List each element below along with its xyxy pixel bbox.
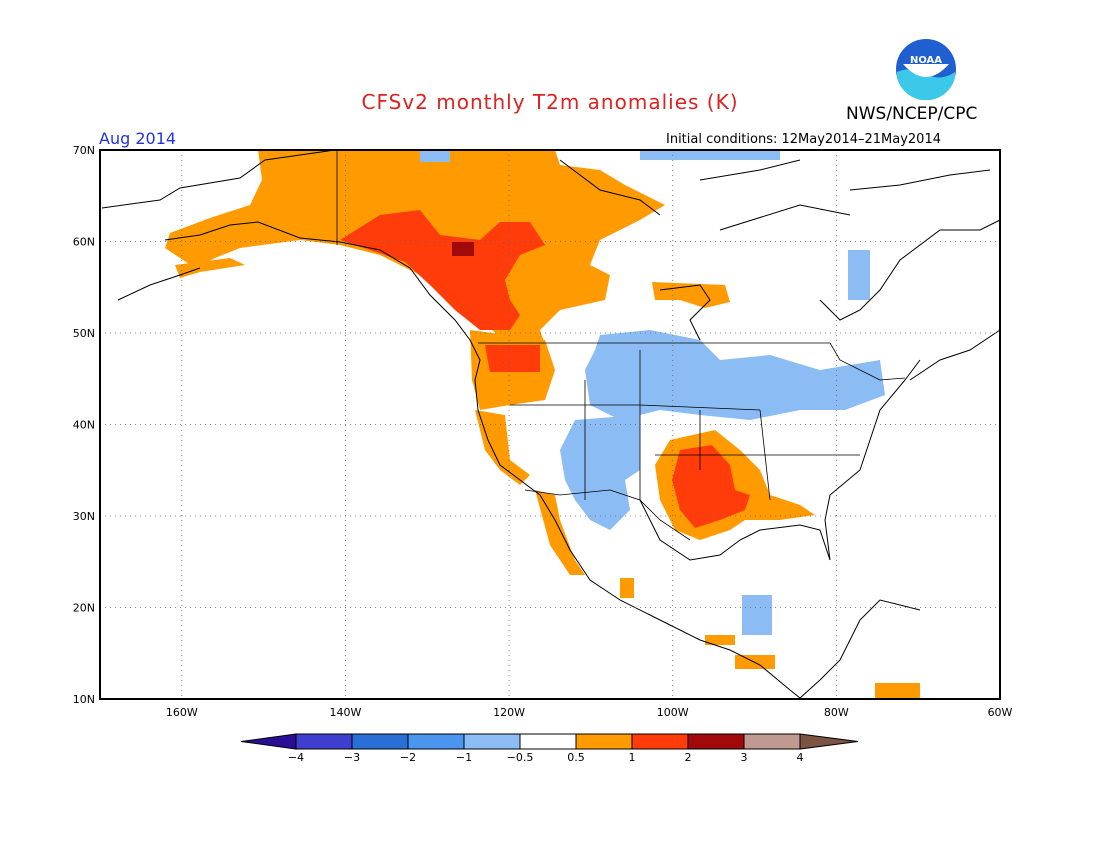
- map-title: CFSv2 monthly T2m anomalies (K): [361, 90, 739, 114]
- legend-arrow-low: [240, 733, 297, 750]
- logo-text: NOAA: [910, 55, 942, 66]
- lat-label: 60N: [73, 236, 95, 249]
- target-month: Aug 2014: [99, 129, 177, 148]
- lon-label: 140W: [330, 706, 362, 719]
- anomaly-quebec-cool: [848, 250, 870, 300]
- borders: [336, 150, 906, 541]
- coastlines: [101, 149, 1001, 699]
- legend-label: 1: [629, 751, 636, 764]
- legend-swatch: [631, 733, 689, 750]
- lat-label: 40N: [73, 419, 95, 432]
- lon-label: 160W: [166, 706, 198, 719]
- anomaly-ca-coast: [475, 410, 530, 485]
- anomaly-central-am-cool: [742, 595, 772, 635]
- legend-label: 2: [685, 751, 692, 764]
- lat-label: 50N: [73, 327, 95, 340]
- legend-swatch: [575, 733, 633, 750]
- lon-label: 120W: [493, 706, 525, 719]
- agency-label: NWS/NCEP/CPC: [846, 104, 978, 124]
- lon-label: 60W: [988, 706, 1013, 719]
- lat-label: 20N: [73, 602, 95, 615]
- legend-swatch: [463, 733, 521, 750]
- anomaly-fills: [165, 150, 920, 698]
- legend-swatch: [687, 733, 745, 750]
- anomaly-bc-darkred: [452, 242, 474, 256]
- legend-label: −4: [288, 751, 304, 764]
- map-frame: [99, 149, 1001, 700]
- lat-label: 30N: [73, 510, 95, 523]
- legend-arrow-high: [799, 733, 859, 750]
- legend-label: −2: [400, 751, 416, 764]
- anomaly-southern-plains-red: [672, 445, 750, 528]
- legend-swatch: [407, 733, 465, 750]
- initial-conditions: Initial conditions: 12May2014–21May2014: [666, 132, 941, 147]
- longitude-labels: 160W 140W 120W 100W 80W 60W: [166, 706, 1013, 719]
- anomaly-alaska-pen: [175, 258, 245, 278]
- legend-label: −1: [456, 751, 472, 764]
- anomaly-pacnw-red: [485, 345, 540, 372]
- legend-label: 3: [741, 751, 748, 764]
- anomaly-s-am-warm: [875, 683, 920, 698]
- lat-lon-grid: [100, 150, 1000, 699]
- legend-label: 0.5: [567, 751, 585, 764]
- anomaly-bc-red: [340, 210, 545, 330]
- latitude-labels: 70N 60N 50N 40N 30N 20N 10N: [73, 144, 95, 706]
- legend-swatch: [743, 733, 801, 750]
- legend-label: −0.5: [507, 751, 534, 764]
- legend-swatch: [519, 733, 577, 750]
- anomaly-mex-warm: [620, 578, 634, 598]
- anomaly-northern-plains: [585, 330, 885, 420]
- anomaly-arctic-cool-1: [640, 150, 780, 160]
- legend-label: −3: [344, 751, 360, 764]
- noaa-logo: NOAA: [896, 39, 956, 100]
- legend-label: 4: [797, 751, 804, 764]
- lon-label: 80W: [824, 706, 849, 719]
- lat-label: 10N: [73, 693, 95, 706]
- legend-swatch: [295, 733, 353, 750]
- legend-swatch: [351, 733, 409, 750]
- lon-label: 100W: [657, 706, 689, 719]
- anomaly-map: 70N 60N 50N 40N 30N 20N 10N 160W 140W 120W 100W 80…: [73, 144, 1013, 719]
- lat-label: 70N: [73, 144, 95, 157]
- anomaly-cent-am-warm: [705, 635, 735, 645]
- anomaly-arctic-cool-2: [420, 150, 450, 162]
- anomaly-southwest: [560, 415, 640, 530]
